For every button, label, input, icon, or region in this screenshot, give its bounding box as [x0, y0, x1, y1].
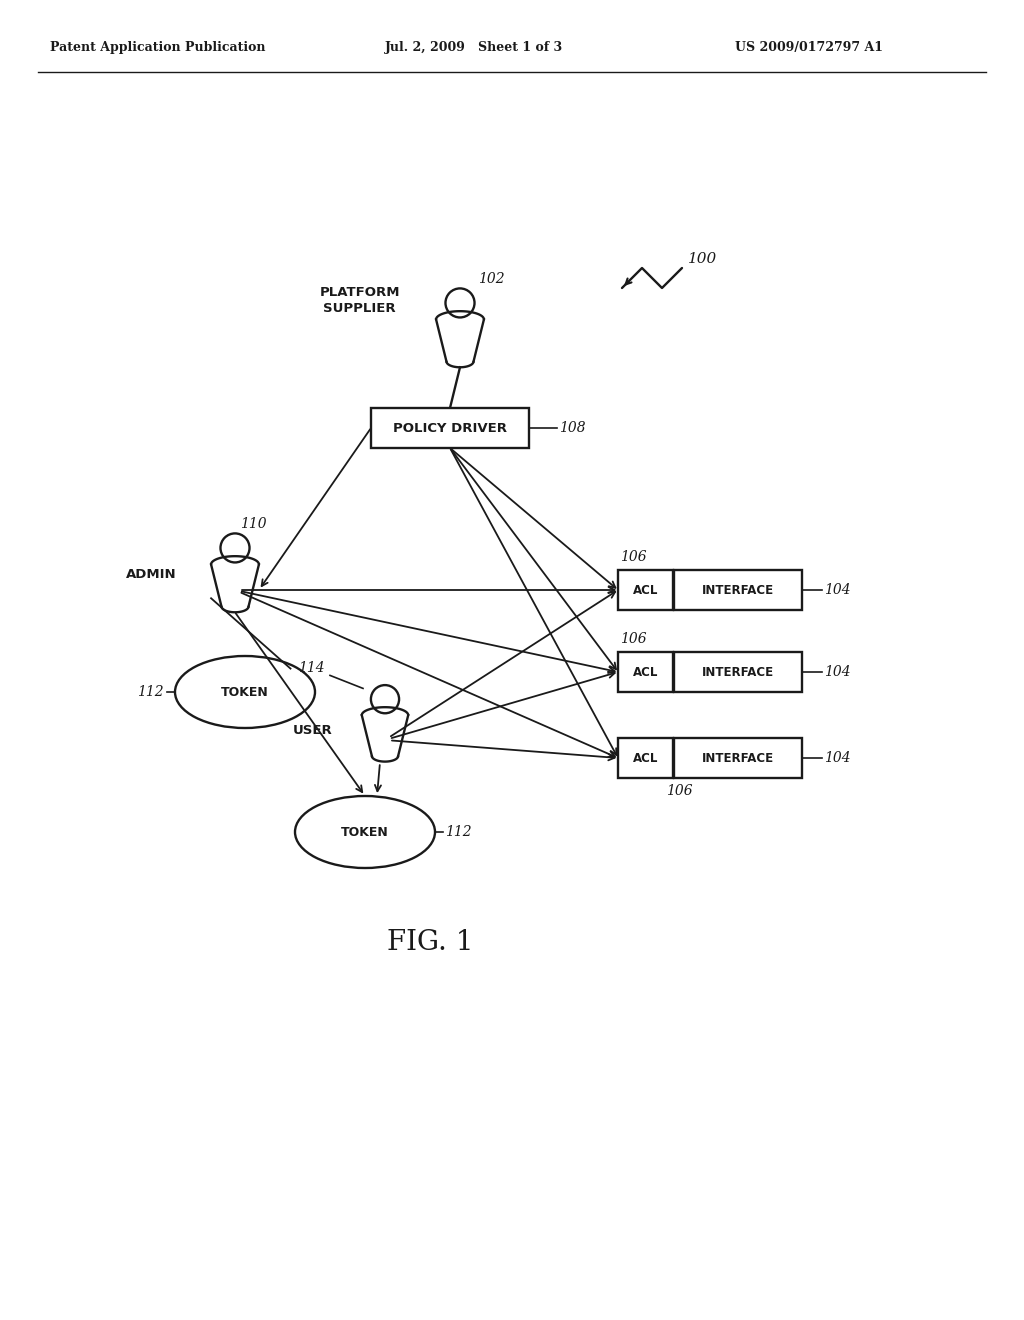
Text: 110: 110	[240, 517, 266, 532]
Text: 104: 104	[824, 665, 851, 678]
Text: Jul. 2, 2009   Sheet 1 of 3: Jul. 2, 2009 Sheet 1 of 3	[385, 41, 563, 54]
Text: 100: 100	[688, 252, 717, 267]
Text: ACL: ACL	[633, 751, 658, 764]
FancyBboxPatch shape	[674, 570, 802, 610]
Text: USER: USER	[293, 723, 333, 737]
Text: FIG. 1: FIG. 1	[387, 928, 473, 956]
Text: ADMIN: ADMIN	[126, 569, 177, 582]
Text: 104: 104	[824, 751, 851, 766]
Text: 112: 112	[137, 685, 164, 700]
Text: POLICY DRIVER: POLICY DRIVER	[393, 421, 507, 434]
FancyBboxPatch shape	[618, 652, 673, 692]
Text: 104: 104	[824, 583, 851, 597]
Text: 108: 108	[559, 421, 586, 436]
Text: Patent Application Publication: Patent Application Publication	[50, 41, 265, 54]
Text: 106: 106	[620, 550, 646, 564]
Text: 106: 106	[620, 632, 646, 645]
Text: PLATFORM
SUPPLIER: PLATFORM SUPPLIER	[319, 285, 400, 314]
FancyBboxPatch shape	[618, 738, 673, 777]
Text: 112: 112	[445, 825, 472, 840]
Text: 114: 114	[298, 661, 325, 676]
Text: US 2009/0172797 A1: US 2009/0172797 A1	[735, 41, 883, 54]
Text: INTERFACE: INTERFACE	[701, 583, 774, 597]
Text: TOKEN: TOKEN	[341, 825, 389, 838]
Text: ACL: ACL	[633, 583, 658, 597]
Text: INTERFACE: INTERFACE	[701, 751, 774, 764]
Text: 102: 102	[478, 272, 505, 286]
FancyBboxPatch shape	[674, 652, 802, 692]
Text: 106: 106	[666, 784, 692, 799]
FancyBboxPatch shape	[618, 570, 673, 610]
Text: TOKEN: TOKEN	[221, 685, 269, 698]
FancyBboxPatch shape	[371, 408, 529, 447]
Text: ACL: ACL	[633, 665, 658, 678]
FancyBboxPatch shape	[674, 738, 802, 777]
Text: INTERFACE: INTERFACE	[701, 665, 774, 678]
